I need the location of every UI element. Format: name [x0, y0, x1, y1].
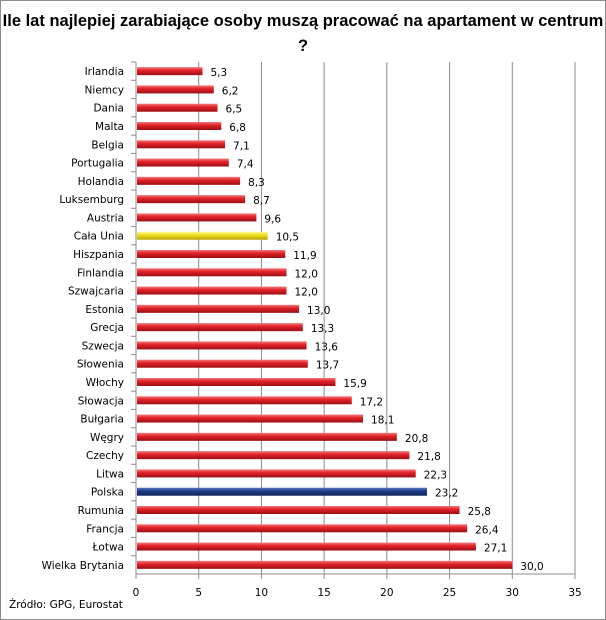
category-label: Dania [93, 103, 124, 115]
bar [137, 359, 308, 368]
category-label: Słowacja [78, 395, 124, 407]
category-label: Belgia [91, 139, 124, 151]
bar [137, 140, 226, 149]
data-label: 21,8 [417, 451, 440, 463]
chart-title: Ile lat najlepiej zarabiające osoby musz… [2, 12, 604, 55]
category-label: Francja [86, 523, 124, 535]
bar [137, 542, 476, 551]
category-label: Litwa [96, 468, 124, 480]
bar [137, 487, 427, 496]
data-label: 27,1 [484, 543, 507, 555]
category-label: Słowenia [77, 359, 124, 371]
category-label: Niemcy [85, 84, 124, 96]
bar [137, 451, 410, 460]
data-label: 5,3 [210, 67, 227, 79]
bar [137, 158, 229, 167]
data-label: 10,5 [276, 232, 299, 244]
x-tick-label: 0 [133, 587, 140, 599]
bar [137, 560, 513, 569]
category-label: Włochy [86, 377, 124, 389]
bar [137, 67, 203, 76]
category-label: Irlandia [85, 66, 124, 78]
data-label: 12,0 [295, 268, 318, 280]
bar [137, 195, 246, 204]
category-label: Łotwa [92, 542, 124, 554]
data-label: 15,9 [343, 378, 366, 390]
category-label: Estonia [85, 304, 124, 316]
data-label: 17,2 [360, 396, 383, 408]
category-label: Szwajcaria [68, 286, 124, 298]
bar [137, 122, 222, 130]
bar [137, 414, 364, 423]
data-label: 13,7 [316, 360, 339, 372]
bar [137, 231, 268, 240]
x-tick-label: 15 [317, 587, 330, 599]
bar [137, 432, 397, 441]
category-label: Bułgaria [80, 414, 124, 426]
bar [137, 304, 300, 313]
category-label: Grecja [90, 322, 124, 334]
data-label: 23,2 [435, 488, 458, 500]
bar [137, 341, 307, 350]
bar [137, 524, 468, 533]
data-label: 18,1 [371, 415, 394, 427]
bar [137, 506, 460, 514]
category-label: Szwecja [82, 340, 124, 352]
category-label: Malta [95, 121, 124, 133]
data-label: 26,4 [475, 524, 499, 536]
bar [137, 85, 214, 94]
data-label: 13,6 [315, 341, 339, 353]
bar [137, 396, 352, 405]
bar [137, 378, 336, 386]
category-label: Portugalia [71, 158, 124, 170]
category-label: Finlandia [77, 267, 124, 279]
data-label: 8,7 [253, 195, 270, 207]
data-label: 11,9 [293, 250, 316, 262]
bar [137, 286, 287, 295]
data-label: 7,4 [237, 159, 254, 171]
bar [137, 323, 303, 332]
x-tick-label: 25 [443, 587, 456, 599]
category-label: Węgry [90, 432, 124, 444]
category-label: Austria [87, 212, 124, 224]
category-label: Luksemburg [59, 194, 124, 206]
x-tick-label: 30 [506, 587, 519, 599]
data-label: 13,0 [307, 305, 330, 317]
data-label: 13,3 [311, 323, 334, 335]
data-label: 30,0 [520, 561, 543, 573]
x-tick-label: 5 [195, 587, 202, 599]
bar [137, 213, 257, 222]
bar [137, 469, 416, 478]
bar [137, 268, 287, 277]
data-label: 12,0 [295, 287, 318, 299]
data-label: 6,5 [226, 104, 243, 116]
data-label: 25,8 [468, 506, 491, 518]
data-label: 6,2 [222, 85, 239, 97]
category-label: Cała Unia [74, 231, 124, 243]
x-tick-label: 10 [255, 587, 268, 599]
category-label: Rumunia [78, 505, 124, 517]
category-label: Polska [91, 487, 124, 499]
source-note: Źródło: GPG, Eurostat [9, 599, 123, 611]
bar [137, 103, 218, 112]
data-label: 6,8 [229, 122, 246, 134]
data-label: 9,6 [264, 213, 281, 225]
x-tick-label: 20 [380, 587, 393, 599]
category-label: Holandia [78, 176, 124, 188]
data-label: 8,3 [248, 177, 265, 189]
bar [137, 176, 241, 185]
data-label: 22,3 [424, 469, 447, 481]
bar [137, 250, 286, 258]
data-label: 7,1 [233, 140, 250, 152]
x-tick-label: 35 [568, 587, 581, 599]
category-label: Hiszpania [73, 249, 124, 261]
category-label: Czechy [86, 450, 124, 462]
data-label: 20,8 [405, 433, 428, 445]
category-label: Wielka Brytania [42, 560, 124, 572]
